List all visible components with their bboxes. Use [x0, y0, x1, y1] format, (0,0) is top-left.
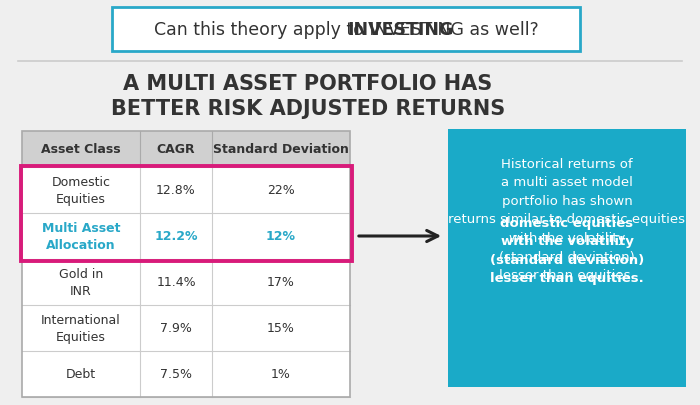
Text: 12%: 12% [266, 230, 296, 243]
Text: CAGR: CAGR [157, 143, 195, 156]
Bar [22, 132, 350, 397]
Bar [448, 130, 686, 387]
Text: INVESTING: INVESTING [347, 21, 454, 39]
Bar [22, 168, 350, 397]
Text: A MULTI ASSET PORTFOLIO HAS: A MULTI ASSET PORTFOLIO HAS [123, 74, 493, 94]
Text: 12.2%: 12.2% [154, 230, 197, 243]
Text: Historical returns of
a multi asset model
portfolio has shown
returns similar to: Historical returns of a multi asset mode… [449, 158, 685, 281]
Text: 7.9%: 7.9% [160, 322, 192, 335]
Text: Domestic
Equities: Domestic Equities [52, 175, 111, 205]
Text: BETTER RISK ADJUSTED RETURNS: BETTER RISK ADJUSTED RETURNS [111, 99, 505, 119]
Text: 12.8%: 12.8% [156, 184, 196, 197]
Text: Gold in
INR: Gold in INR [59, 267, 103, 297]
Text: 22%: 22% [267, 184, 295, 197]
Bar [22, 132, 350, 168]
Text: Debt: Debt [66, 368, 96, 381]
Text: International
Equities: International Equities [41, 313, 121, 343]
Text: 15%: 15% [267, 322, 295, 335]
Text: Standard Deviation: Standard Deviation [213, 143, 349, 156]
Text: 1%: 1% [271, 368, 291, 381]
Text: domestic equities
with the volatility
(standard deviation)
lesser than equities.: domestic equities with the volatility (s… [490, 216, 644, 285]
Text: 11.4%: 11.4% [156, 276, 196, 289]
Text: 7.5%: 7.5% [160, 368, 192, 381]
Text: Can this theory apply to INVESTING as well?: Can this theory apply to INVESTING as we… [153, 21, 538, 39]
Text: Multi Asset
Allocation: Multi Asset Allocation [42, 222, 120, 252]
Text: 17%: 17% [267, 276, 295, 289]
Text: Asset Class: Asset Class [41, 143, 121, 156]
FancyBboxPatch shape [112, 8, 580, 52]
